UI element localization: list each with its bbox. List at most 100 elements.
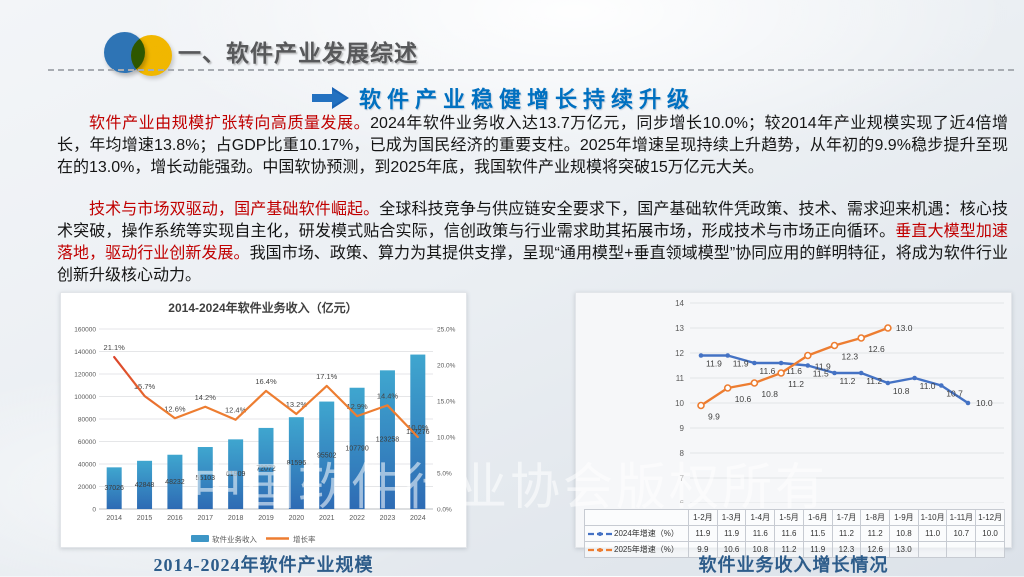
svg-text:2024: 2024 <box>410 515 426 522</box>
text-segment: 全球科技竞争与供应链安全要求下，国产基础软件凭政策、技术、需求迎来机遇：核心技术… <box>57 201 1008 240</box>
month-header: 1-2月 <box>688 509 718 526</box>
svg-text:21.1%: 21.1% <box>104 343 126 352</box>
svg-text:11.2: 11.2 <box>788 379 804 389</box>
svg-text:10.8: 10.8 <box>893 386 910 396</box>
svg-text:17.1%: 17.1% <box>316 372 338 381</box>
svg-text:10.0%: 10.0% <box>437 435 456 442</box>
subtitle-text: 软件产业稳健增长持续升级 <box>359 87 696 112</box>
svg-text:8: 8 <box>680 449 685 458</box>
svg-text:10.8: 10.8 <box>761 389 778 399</box>
svg-text:11.9: 11.9 <box>706 359 722 369</box>
svg-text:12.6: 12.6 <box>868 344 885 354</box>
month-header: 1-8月 <box>860 509 891 526</box>
table-row: 2024年增速（%） 11.9 11.9 11.6 11.6 11.5 11.2 11.2 10… <box>584 525 1005 542</box>
svg-text:137276: 137276 <box>406 429 429 436</box>
svg-text:11.2: 11.2 <box>866 376 882 386</box>
svg-text:42848: 42848 <box>135 482 155 489</box>
page-title: 一、软件产业发展综述 <box>178 40 418 66</box>
svg-text:40000: 40000 <box>78 462 96 469</box>
text-segment: 技术与市场双驱动，国产基础软件崛起。 <box>89 201 380 218</box>
svg-text:15.7%: 15.7% <box>134 382 156 391</box>
value-cell: 11.2 <box>831 525 862 542</box>
value-cell: 11.9 <box>716 525 747 542</box>
svg-text:5.0%: 5.0% <box>437 471 452 478</box>
svg-text:14.2%: 14.2% <box>195 393 217 402</box>
series-label: 2024年增速（%） <box>614 529 679 538</box>
svg-text:2018: 2018 <box>228 515 244 522</box>
svg-text:100000: 100000 <box>74 394 96 401</box>
svg-text:160000: 160000 <box>74 327 96 334</box>
legend-line-icon <box>588 547 612 552</box>
svg-text:13: 13 <box>675 324 684 333</box>
value-cell: 11.6 <box>774 525 804 542</box>
series-label: 2025年增速（%） <box>614 545 679 554</box>
svg-text:12.4%: 12.4% <box>225 406 247 415</box>
svg-text:2016: 2016 <box>167 515 183 522</box>
svg-text:11.9: 11.9 <box>815 362 831 372</box>
svg-text:11.0: 11.0 <box>920 381 936 391</box>
svg-text:9.9: 9.9 <box>708 412 720 422</box>
svg-text:10.7: 10.7 <box>946 389 963 399</box>
value-cell: 11.0 <box>917 525 948 542</box>
svg-text:11.6: 11.6 <box>786 366 802 376</box>
value-cell: 11.6 <box>745 525 776 542</box>
svg-text:72072: 72072 <box>256 465 276 472</box>
svg-text:95502: 95502 <box>317 452 337 459</box>
svg-text:2020: 2020 <box>289 515 305 522</box>
text-segment: 2024年软件业务收入达13.7万亿元，同步增长10.0%；较2014年产业规模… <box>57 115 1008 176</box>
svg-text:61909: 61909 <box>226 471 246 478</box>
svg-text:2023: 2023 <box>380 515 396 522</box>
svg-text:107790: 107790 <box>345 445 368 452</box>
svg-text:2021: 2021 <box>319 515 335 522</box>
value-cell: 11.2 <box>860 525 891 542</box>
value-cell <box>975 541 1005 558</box>
svg-text:11.5: 11.5 <box>813 369 829 379</box>
month-header: 1-9月 <box>889 509 919 526</box>
svg-text:14: 14 <box>675 299 684 308</box>
value-cell: 11.2 <box>774 541 804 558</box>
svg-text:140000: 140000 <box>74 349 96 356</box>
value-cell: 11.5 <box>802 525 833 542</box>
text-segment: 软件产业由规模扩张转向高质量发展。 <box>89 115 371 132</box>
month-header: 1-10月 <box>917 509 948 526</box>
svg-text:12.6%: 12.6% <box>164 404 186 413</box>
paragraph-tech-market: 技术与市场双驱动，国产基础软件崛起。全球科技竞争与供应链安全要求下，国产基础软件… <box>57 199 1008 287</box>
svg-text:6: 6 <box>680 499 685 503</box>
svg-text:12: 12 <box>675 349 684 358</box>
svg-text:12.9%: 12.9% <box>346 402 368 411</box>
svg-text:16.4%: 16.4% <box>255 377 277 386</box>
revenue-chart-panel: 2014-2024年软件业务收入（亿元） 0 20000 40000 60000 8000… <box>60 292 467 548</box>
svg-text:软件业务收入: 软件业务收入 <box>212 534 257 544</box>
subtitle-row: 软件产业稳健增长持续升级 <box>312 82 695 114</box>
month-header: 1-5月 <box>774 509 804 526</box>
svg-text:14.4%: 14.4% <box>377 391 399 400</box>
revenue-bar-chart: 2014-2024年软件业务收入（亿元） 0 20000 40000 60000 8000… <box>74 300 456 544</box>
value-cell: 10.7 <box>946 525 977 542</box>
svg-text:2019: 2019 <box>258 515 274 522</box>
svg-text:48232: 48232 <box>165 479 185 486</box>
svg-text:20000: 20000 <box>78 484 96 491</box>
month-header: 1-3月 <box>716 509 747 526</box>
svg-text:11.2: 11.2 <box>840 376 856 386</box>
value-cell: 11.9 <box>688 525 718 542</box>
growth-chart-panel: 1413121110987611.911.911.611.611.511.211… <box>575 292 1012 558</box>
caption-left: 2014-2024年软件产业规模 <box>153 555 374 575</box>
svg-text:15.0%: 15.0% <box>437 399 456 406</box>
svg-text:81596: 81596 <box>287 460 307 467</box>
value-cell: 11.9 <box>802 541 833 558</box>
svg-text:2015: 2015 <box>137 515 153 522</box>
month-header: 1-7月 <box>831 509 862 526</box>
legend-line-icon <box>588 531 612 536</box>
arrow-right-icon <box>312 87 349 109</box>
svg-text:10.0: 10.0 <box>976 398 993 408</box>
svg-text:37026: 37026 <box>104 485 124 492</box>
svg-text:2017: 2017 <box>197 515 213 522</box>
svg-text:80000: 80000 <box>78 417 96 424</box>
svg-text:11.9: 11.9 <box>733 359 749 369</box>
growth-line-chart: 14 13 12 11 10 9 8 7 6 11.9 11.9 11.6 11.6 11.5 11.2 11… <box>675 299 1004 508</box>
svg-text:11: 11 <box>676 374 685 383</box>
growth-table: 1-2月 1-3月 1-4月 1-5月 1-6月 1-7月 1-8月 1-9月 1-10月 1-1… <box>584 509 1005 558</box>
svg-text:9: 9 <box>680 424 685 433</box>
month-header: 1-4月 <box>745 509 776 526</box>
